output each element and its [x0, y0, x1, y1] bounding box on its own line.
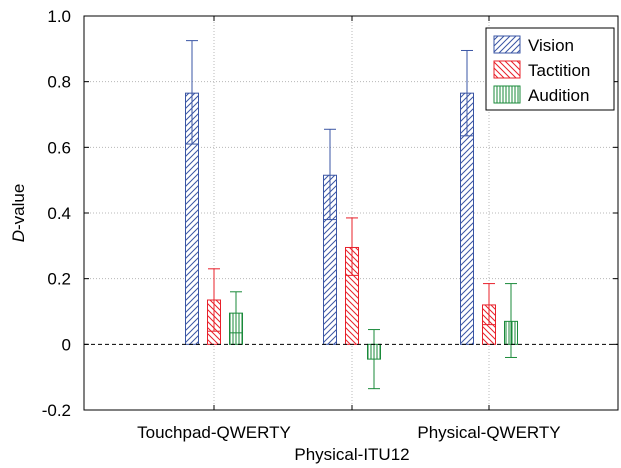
- y-axis-title-italic: D: [9, 230, 28, 242]
- y-tick-label: 0.4: [47, 204, 71, 223]
- y-tick-label: 0.6: [47, 138, 71, 157]
- legend-swatch-vision: [493, 35, 521, 54]
- y-tick-label: 1.0: [47, 7, 71, 26]
- y-tick-label: 0.8: [47, 73, 71, 92]
- x-tick-label: Physical-ITU12: [294, 445, 409, 464]
- legend-swatch-tactition: [493, 60, 521, 79]
- y-tick-label: -0.2: [42, 401, 71, 420]
- legend-swatch-audition: [493, 85, 521, 104]
- x-tick-label: Touchpad-QWERTY: [137, 423, 291, 442]
- legend-label-vision: Vision: [528, 36, 574, 55]
- legend-label-audition: Audition: [528, 86, 589, 105]
- y-tick-label: 0.2: [47, 270, 71, 289]
- x-tick-label: Physical-QWERTY: [417, 423, 560, 442]
- y-axis-title: D-value: [9, 184, 28, 243]
- y-axis-title-rest: -value: [9, 184, 28, 230]
- y-tick-label: 0: [62, 335, 71, 354]
- legend-label-tactition: Tactition: [528, 61, 590, 80]
